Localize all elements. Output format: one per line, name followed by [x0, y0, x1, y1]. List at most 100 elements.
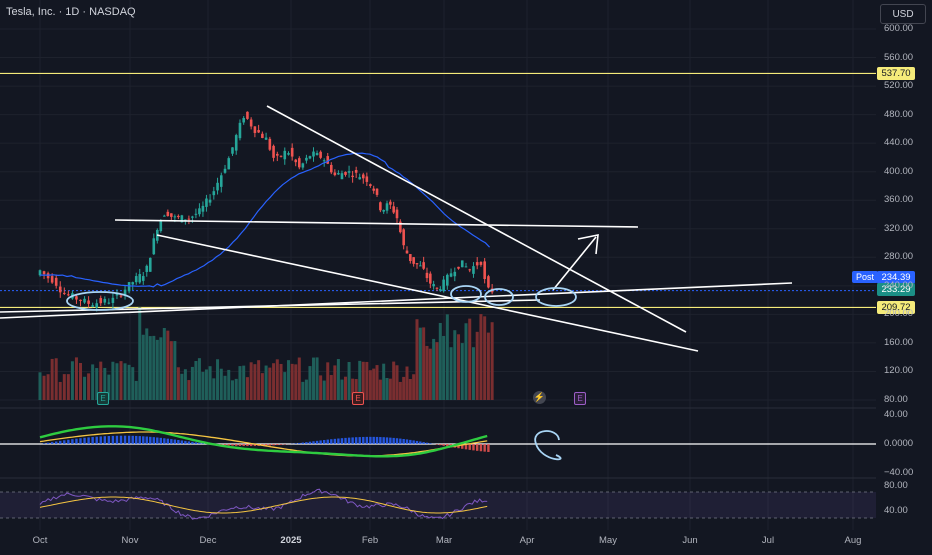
volume-bar: [142, 335, 145, 400]
currency-button[interactable]: USD: [880, 4, 926, 24]
macd-histogram-bar: [487, 444, 489, 452]
macd-histogram-bar: [67, 440, 69, 444]
candle-body: [39, 270, 42, 275]
candle-body: [298, 158, 301, 167]
macd-histogram-bar: [280, 444, 282, 445]
macd-histogram-bar: [231, 444, 233, 446]
candle-body: [91, 305, 94, 307]
earnings-mark-1[interactable]: E: [97, 392, 109, 405]
volume-bar: [224, 376, 227, 400]
y-axis-tick-label: 280.00: [884, 251, 913, 262]
macd-histogram-bar: [79, 438, 81, 444]
macd-histogram-bar: [392, 438, 394, 444]
candle-body: [128, 282, 131, 291]
earnings-mark-3[interactable]: E: [574, 392, 586, 405]
volume-bar: [194, 361, 197, 400]
macd-histogram-bar: [195, 442, 197, 444]
x-axis-tick-label: 2025: [280, 535, 301, 546]
candle-body: [426, 273, 429, 278]
volume-bar: [319, 375, 322, 400]
macd-histogram-bar: [402, 439, 404, 444]
macd-histogram-bar: [149, 437, 151, 444]
candle-body: [483, 261, 486, 279]
candle-body: [242, 118, 245, 122]
dividend-split-icon[interactable]: ⚡: [533, 391, 546, 404]
candle-body: [67, 294, 70, 295]
candle-body: [235, 135, 238, 151]
candle-body: [224, 169, 227, 173]
candle-body: [480, 262, 483, 265]
volume-bar: [312, 358, 315, 400]
volume-bar: [87, 373, 90, 400]
macd-histogram-bar: [269, 444, 271, 446]
macd-histogram-bar: [376, 437, 378, 444]
macd-histogram-bar: [116, 436, 118, 444]
macd-histogram-bar: [341, 438, 343, 444]
candle-body: [95, 303, 98, 308]
candle-body: [152, 238, 155, 254]
macd-histogram-bar: [43, 443, 45, 444]
chart-title: Tesla, Inc. · 1D · NASDAQ: [6, 6, 136, 18]
candle-body: [191, 216, 194, 217]
volume-bar: [145, 328, 148, 400]
volume-bar: [83, 377, 86, 400]
macd-histogram-bar: [47, 443, 49, 444]
volume-bar: [450, 347, 453, 400]
volume-bar: [298, 358, 301, 400]
volume-bar: [79, 363, 82, 400]
candle-body: [142, 276, 145, 281]
rsi-band: [0, 492, 876, 518]
candle-body: [379, 202, 382, 210]
candle-body: [446, 275, 449, 286]
candle-body: [453, 272, 456, 276]
volume-bar: [305, 380, 308, 400]
volume-bar: [135, 381, 138, 400]
candle-body: [261, 134, 264, 138]
y-axis-tick-label: 400.00: [884, 166, 913, 177]
candle-body: [476, 262, 479, 265]
volume-bar: [425, 346, 428, 400]
rsi-axis-tick-label: 40.00: [884, 505, 908, 516]
x-axis-tick-label: Jun: [682, 535, 697, 546]
volume-bar: [301, 382, 304, 400]
macd-histogram-bar: [319, 440, 321, 444]
trend-line: [267, 106, 686, 332]
macd-histogram-bar: [399, 439, 401, 444]
trend-line: [0, 283, 792, 318]
macd-histogram-bar: [142, 436, 144, 444]
macd-histogram-bar: [436, 444, 438, 445]
volume-bar: [191, 367, 194, 400]
y-axis-tick-label: 480.00: [884, 109, 913, 120]
macd-histogram-bar: [63, 440, 65, 444]
volume-bar: [242, 366, 245, 400]
x-axis-tick-label: Aug: [845, 535, 862, 546]
volume-bar: [55, 358, 58, 400]
candle-body: [422, 262, 425, 269]
macd-histogram-bar: [146, 437, 148, 444]
volume-bar: [212, 378, 215, 400]
earnings-mark-2[interactable]: E: [352, 392, 364, 405]
volume-bar: [47, 374, 50, 400]
volume-bar: [415, 319, 418, 400]
volume-bar: [457, 334, 460, 400]
candle-body: [465, 266, 468, 267]
volume-bar: [439, 323, 442, 400]
macd-histogram-bar: [228, 444, 230, 445]
candle-body: [51, 276, 54, 283]
macd-histogram-bar: [120, 436, 122, 444]
candle-body: [254, 126, 257, 133]
volume-bar: [75, 357, 78, 400]
volume-bar: [257, 360, 260, 400]
macd-histogram-bar: [426, 443, 428, 444]
candle-body: [386, 203, 389, 210]
macd-histogram-bar: [298, 443, 300, 444]
candle-body: [376, 189, 379, 195]
candle-body: [358, 177, 361, 179]
macd-histogram-bar: [170, 439, 172, 444]
macd-histogram-bar: [163, 438, 165, 444]
candle-body: [341, 173, 344, 179]
x-axis-tick-label: Mar: [436, 535, 452, 546]
post-market-tag: Post: [852, 271, 878, 283]
